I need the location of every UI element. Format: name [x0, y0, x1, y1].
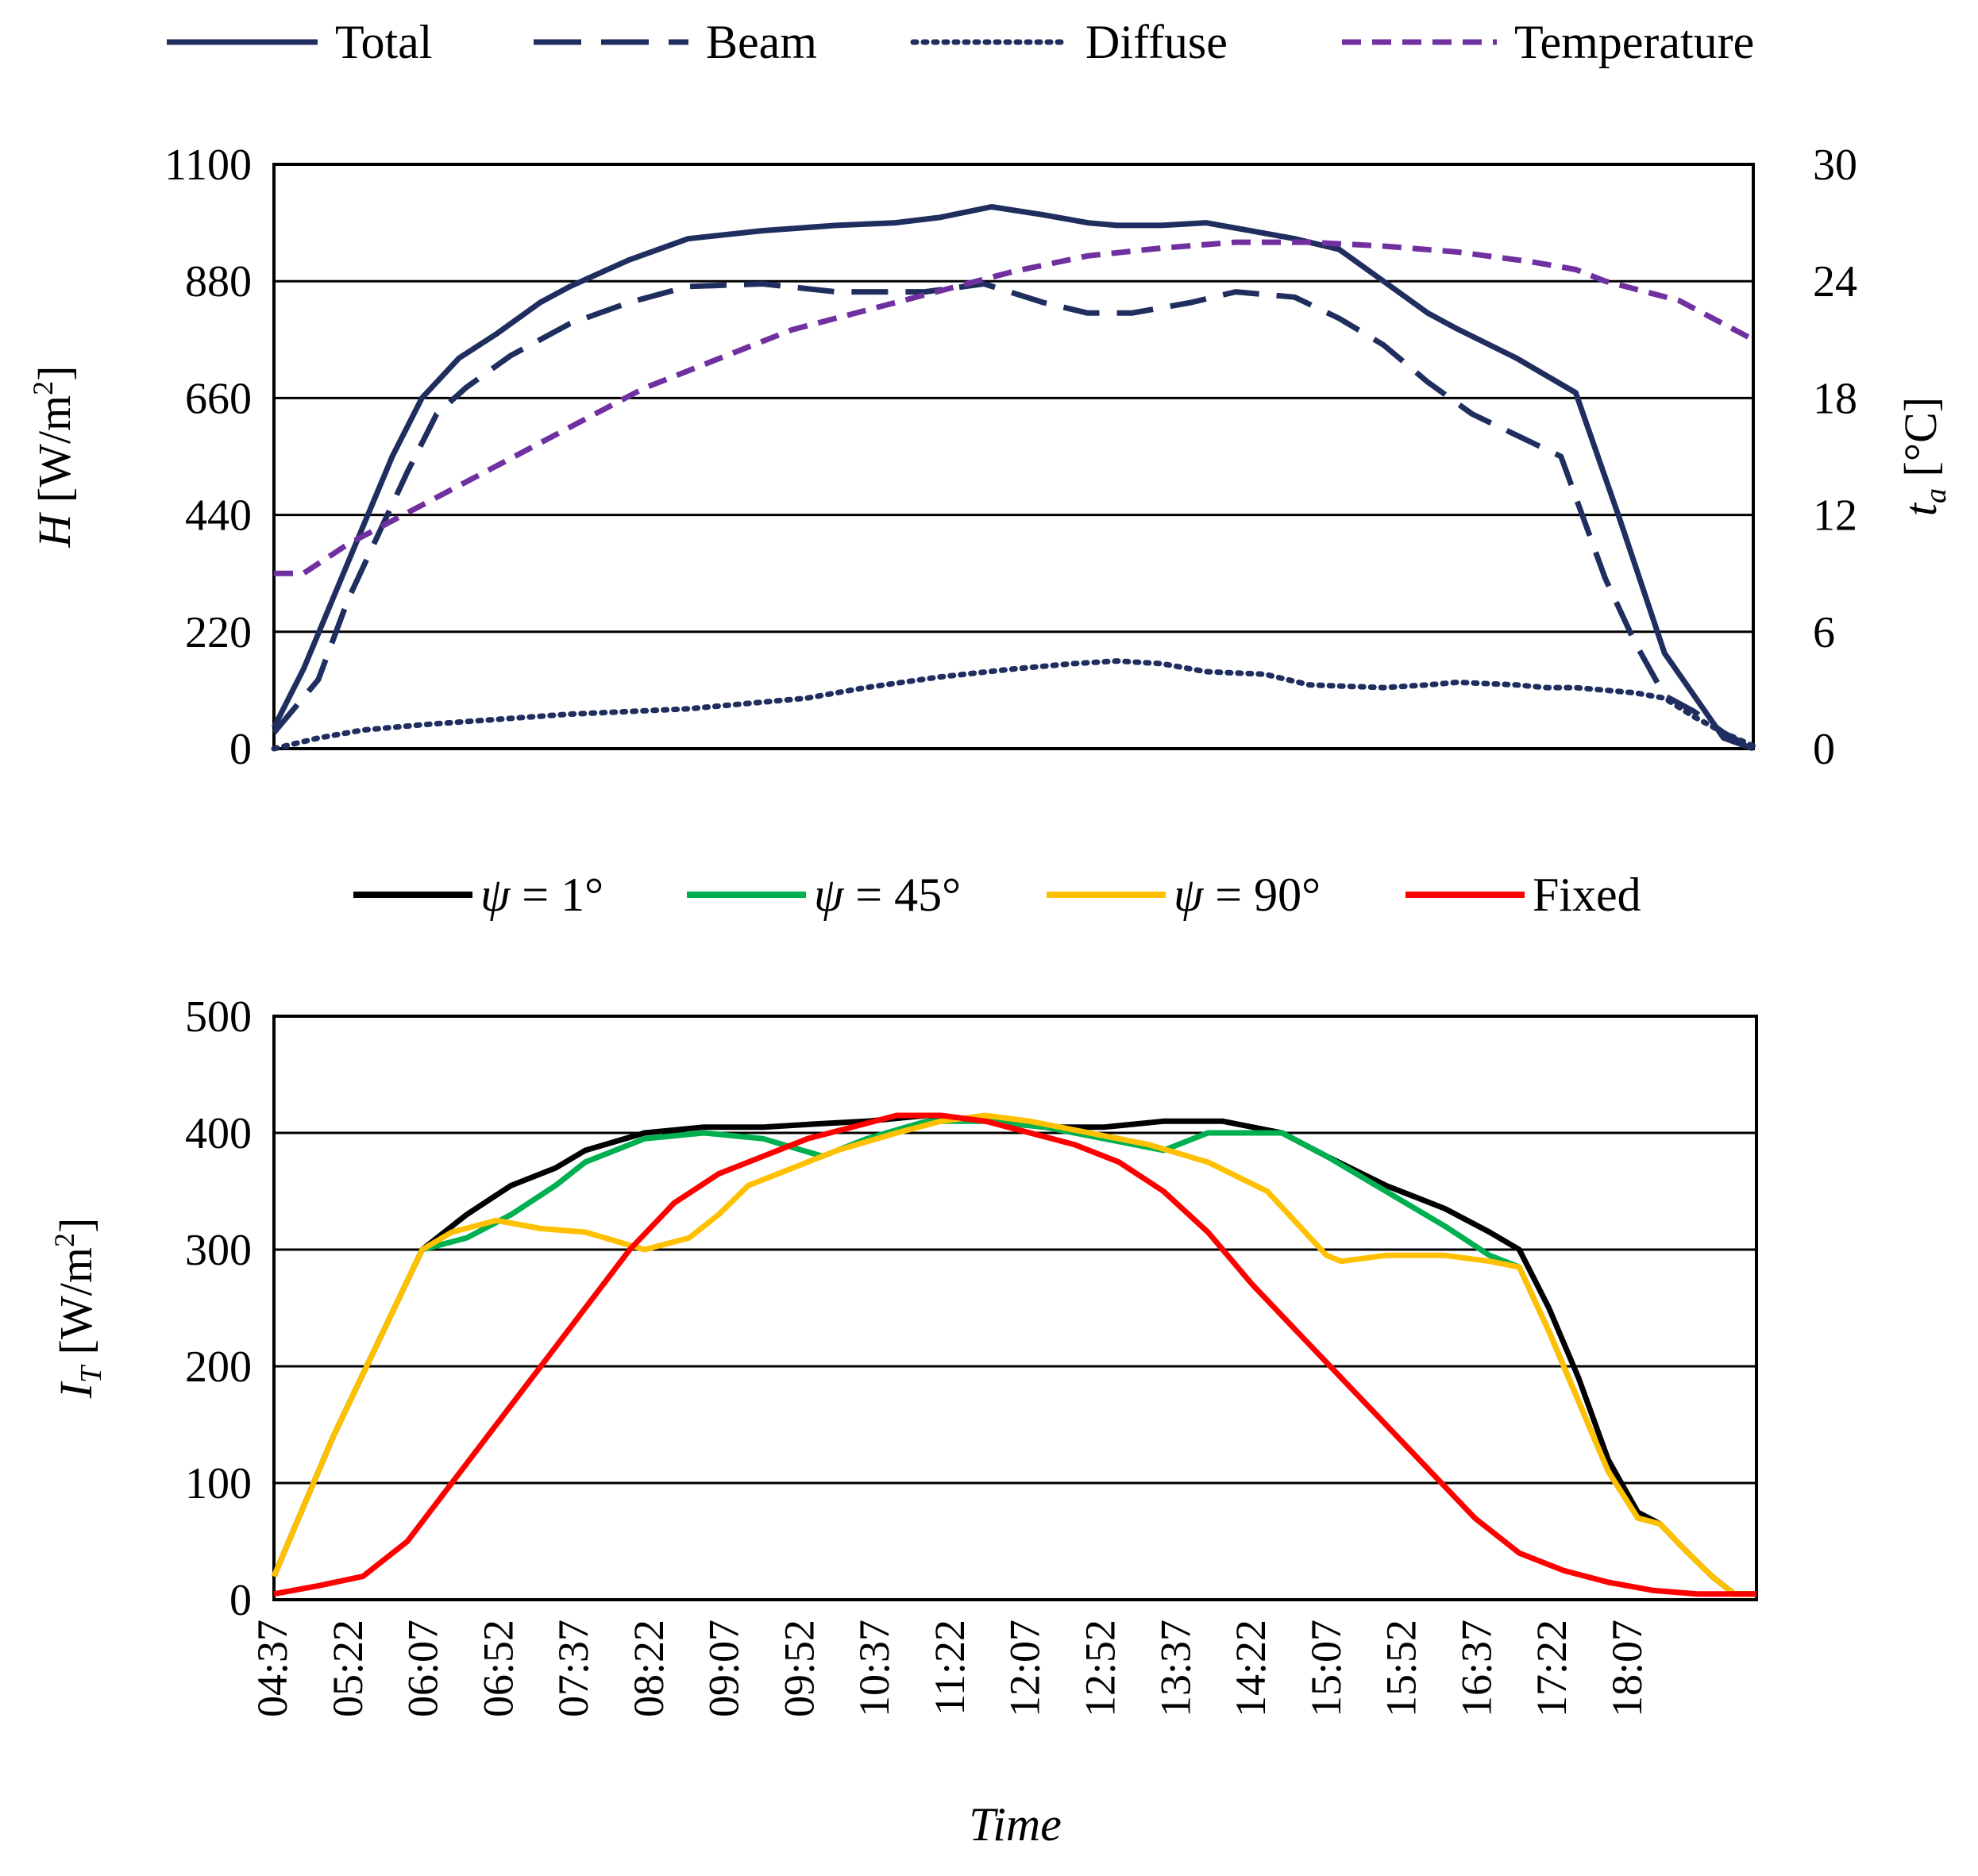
legend-label-beam: Beam — [706, 16, 817, 68]
x-tick-label: 15:07 — [1302, 1620, 1350, 1717]
x-tick-label: 12:07 — [1001, 1620, 1049, 1717]
top-y2-tick-label: 0 — [1813, 725, 1835, 774]
top-legend: Total Beam Diffuse Temperature — [167, 16, 1754, 68]
top-y2-tick-label: 18 — [1813, 374, 1857, 423]
legend-label-temperature: Temperature — [1514, 16, 1754, 68]
series-line-diffuse — [271, 658, 1756, 752]
x-tick-label: 12:52 — [1077, 1620, 1124, 1717]
bottom-chart: 0 100 200 300 400 500 04:37 05:22 06:07 06:52 07:3… — [48, 992, 1758, 1851]
bottom-y-tick-label: 500 — [185, 992, 252, 1042]
bottom-y-tick-label: 0 — [229, 1576, 252, 1625]
x-tick-label: 09:52 — [775, 1620, 823, 1717]
legend-label-black: ψ = 1° — [480, 869, 603, 921]
top-y-tick-label: 1100 — [164, 141, 252, 190]
bottom-y-axis-title: IT [W/m2] — [48, 1218, 108, 1400]
legend-label-diffuse: Diffuse — [1085, 16, 1228, 68]
x-tick-label: 10:37 — [850, 1620, 898, 1717]
x-tick-label: 13:37 — [1151, 1620, 1199, 1717]
series-line-orange — [271, 1112, 1756, 1597]
legend-label-green: ψ = 45° — [814, 869, 961, 921]
x-tick-label: 04:37 — [249, 1620, 296, 1717]
series-line-black — [271, 1112, 1756, 1597]
top-y2-tick-label: 12 — [1813, 491, 1857, 541]
top-y-axis-title: H [W/m2] — [27, 365, 80, 548]
top-y2-axis-title: ta [°C] — [1895, 397, 1953, 516]
x-tick-label: 09:07 — [700, 1620, 748, 1717]
x-tick-label: 06:07 — [399, 1620, 447, 1717]
top-y-tick-label: 0 — [229, 725, 252, 774]
top-chart: 0 220 440 660 880 1100 0 6 12 18 24 30 H [W/m2] ta [°… — [27, 141, 1953, 774]
series-line-red — [273, 1112, 1756, 1597]
bottom-legend: ψ = 1° ψ = 45° ψ = 90° Fixed — [353, 869, 1641, 921]
top-y2-tick-label: 6 — [1813, 608, 1835, 657]
x-tick-label: 06:52 — [474, 1620, 522, 1717]
top-y-tick-label: 220 — [185, 608, 252, 657]
legend-label-orange: ψ = 90° — [1174, 869, 1321, 921]
bottom-y-tick-label: 400 — [185, 1109, 252, 1158]
x-tick-label: 18:07 — [1603, 1620, 1651, 1717]
x-tick-label: 15:52 — [1378, 1620, 1425, 1717]
series-line-beam — [272, 281, 1755, 752]
x-tick-label: 05:22 — [324, 1620, 372, 1717]
top-y-tick-label: 660 — [185, 374, 252, 423]
top-plot-frame — [272, 163, 1755, 750]
series-line-temperature — [274, 239, 1755, 576]
top-y-tick-label: 880 — [185, 257, 252, 306]
bottom-y-tick-label: 300 — [185, 1226, 252, 1275]
bottom-plot-frame — [272, 1015, 1758, 1601]
bottom-x-axis-title: Time — [969, 1798, 1062, 1851]
x-tick-label: 17:22 — [1528, 1620, 1575, 1717]
x-tick-label: 08:22 — [625, 1620, 673, 1717]
legend-label-red: Fixed — [1533, 869, 1641, 921]
bottom-y-tick-label: 100 — [185, 1459, 252, 1508]
bottom-y-tick-label: 200 — [185, 1342, 252, 1392]
top-y-tick-label: 440 — [185, 491, 252, 541]
x-tick-label: 11:22 — [926, 1620, 974, 1716]
legend-label-total: Total — [335, 16, 432, 68]
series-line-total — [271, 204, 1755, 752]
top-y2-tick-label: 24 — [1813, 257, 1857, 306]
x-tick-label: 14:22 — [1227, 1620, 1274, 1717]
x-tick-label: 16:37 — [1452, 1620, 1500, 1717]
top-y2-tick-label: 30 — [1813, 141, 1857, 190]
x-tick-label: 07:37 — [549, 1620, 597, 1717]
